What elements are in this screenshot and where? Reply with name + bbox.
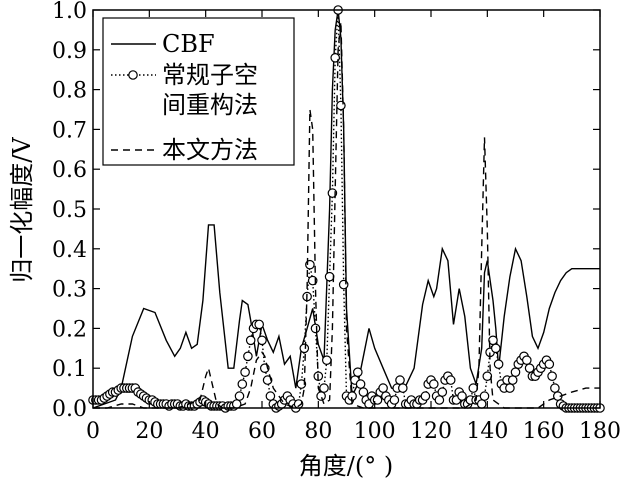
series-marker	[490, 343, 501, 354]
y-tick-label: 0.7	[52, 118, 87, 143]
series-marker	[521, 355, 532, 365]
series-marker	[547, 371, 557, 381]
series-marker	[338, 279, 349, 290]
series-marker	[445, 375, 456, 385]
series-marker	[378, 383, 388, 393]
plot-area	[88, 5, 605, 413]
series-marker	[550, 383, 560, 393]
y-tick-label: 0.9	[52, 39, 87, 64]
series-marker	[257, 335, 267, 346]
series-marker	[476, 399, 487, 409]
y-tick-label: 0.8	[52, 79, 87, 104]
series-marker	[355, 379, 366, 389]
series-line-2	[93, 21, 600, 409]
x-tick-label: 180	[579, 419, 621, 444]
y-axis-title: 归一化幅度/V	[8, 137, 36, 283]
series-marker	[479, 391, 490, 401]
x-tick-label: 20	[135, 419, 163, 444]
series-marker	[395, 375, 405, 385]
x-tick-label: 80	[304, 419, 332, 444]
legend-label-2: 本文方法	[162, 136, 258, 164]
series-marker	[544, 359, 555, 369]
series-marker	[296, 379, 307, 389]
series-marker	[240, 367, 250, 377]
series-marker	[420, 391, 431, 401]
series-marker	[493, 359, 504, 369]
x-tick-label: 140	[466, 419, 508, 444]
series-marker	[397, 383, 408, 393]
x-tick-label: 40	[192, 419, 220, 444]
series-marker	[237, 379, 248, 389]
series-marker	[310, 323, 321, 334]
series-marker	[352, 367, 363, 377]
series-marker	[434, 395, 445, 405]
x-axis-title: 角度/(° )	[299, 452, 393, 480]
series-marker	[482, 371, 493, 381]
series-marker	[245, 335, 256, 346]
x-tick-label: 100	[354, 419, 396, 444]
series-marker	[234, 391, 245, 401]
series-marker	[510, 367, 521, 377]
series-marker	[507, 375, 518, 385]
series-marker	[336, 100, 346, 111]
y-tick-label: 1.0	[52, 0, 87, 24]
series-marker	[358, 387, 369, 397]
legend-label-0: CBF	[162, 30, 215, 58]
x-tick-label: 120	[410, 419, 452, 444]
series-marker	[321, 355, 332, 365]
x-tick-label: 60	[248, 419, 276, 444]
series-marker	[243, 351, 253, 362]
series-marker	[389, 395, 400, 405]
series-marker	[254, 319, 265, 330]
series-marker	[319, 383, 329, 393]
series-marker	[505, 383, 515, 393]
y-tick-label: 0.5	[52, 198, 87, 223]
legend-label-1-line2: 间重构法	[162, 91, 258, 119]
series-marker	[265, 391, 276, 401]
series-marker	[524, 363, 535, 373]
legend-label-1: 常规子空	[162, 61, 258, 89]
series-marker	[428, 379, 439, 389]
legend-box	[102, 17, 295, 166]
x-tick-label: 0	[86, 419, 100, 444]
series-marker	[299, 343, 310, 354]
series-marker	[316, 391, 326, 401]
axes: 0 20 40 60 80 100 120 140 160 180 0.0 0.1 0.2 0.3 0.4 0…	[52, 0, 621, 444]
y-tick-label: 0.1	[52, 357, 87, 382]
series-marker	[468, 383, 479, 393]
y-tick-label: 0.3	[52, 278, 87, 303]
legend-marker	[128, 70, 138, 80]
x-tick-label: 160	[523, 419, 565, 444]
y-tick-label: 0.0	[52, 397, 87, 422]
series-marker	[437, 387, 448, 397]
series-marker	[231, 399, 242, 409]
series-marker	[457, 391, 467, 401]
y-tick-label: 0.6	[52, 158, 87, 183]
series-marker	[324, 271, 335, 282]
y-tick-label: 0.2	[52, 317, 87, 342]
y-tick-label: 0.4	[52, 238, 87, 263]
